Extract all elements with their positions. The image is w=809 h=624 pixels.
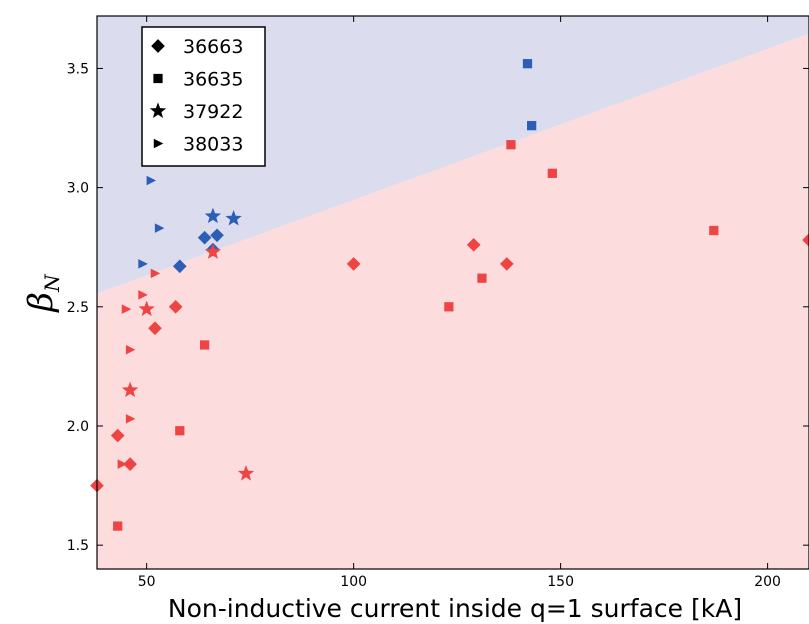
data-point-38033 [146,175,157,186]
x-tick-label: 50 [138,574,156,590]
data-point-36635 [522,59,533,69]
y-axis-label-subscript: N [40,273,64,293]
legend-box [141,26,266,167]
data-point-36663 [148,321,162,336]
legend-marker-36663 [151,39,165,53]
data-point-38033 [125,344,136,355]
legend: 36663 36635 37922 38033 [141,26,266,167]
data-point-36635 [444,302,454,312]
x-tick-label: 150 [547,574,574,590]
data-point-38033 [138,290,148,300]
x-axis-label: Non-inductive current inside q=1 surface… [168,594,742,623]
legend-marker-36635 [153,73,163,84]
legend-label: 37922 [183,101,243,123]
data-point-37922 [237,465,255,481]
data-point-36663 [110,428,125,443]
y-tick-label: 1.5 [67,538,89,554]
data-point-36663 [197,230,212,245]
legend-marker-37922 [149,102,167,118]
data-point-38033 [117,459,128,469]
legend-label: 36635 [183,69,243,91]
data-point-36663 [346,257,361,271]
data-points [90,59,809,531]
x-tick-label: 200 [754,574,781,590]
data-point-37922 [204,243,222,259]
data-point-36635 [477,273,487,283]
data-point-37922 [204,207,222,224]
data-point-36635 [200,340,210,350]
data-point-36635 [506,140,516,150]
data-point-36635 [709,225,719,236]
data-point-36663 [802,233,809,247]
data-point-36635 [527,121,537,131]
data-point-36663 [168,299,183,314]
data-point-38033 [150,268,161,279]
region-below-line [97,33,809,569]
plot-regions [97,16,809,569]
legend-label: 36663 [183,36,243,58]
stable-region-above-line [97,16,809,294]
data-point-36663 [466,238,481,252]
axes: 50 100 150 200 1.5 2.0 2.5 3.0 3.5 [67,16,809,590]
data-point-38033 [121,304,132,314]
data-point-36635 [547,168,557,178]
plot-frame [96,15,809,570]
data-point-37922 [225,210,242,226]
y-tick-label: 3.5 [67,61,89,77]
legend-label: 38033 [183,134,243,156]
y-axis-label-symbol: β [21,292,61,314]
y-axis-label: βN [21,273,64,314]
data-point-38033 [125,414,136,424]
y-tick-label: 2.5 [67,300,89,316]
x-tick-label: 100 [340,574,367,590]
data-point-38033 [154,223,165,233]
data-point-37922 [138,300,155,317]
data-point-36663 [210,228,224,243]
data-point-36635 [175,426,185,436]
data-point-36635 [113,521,123,531]
data-point-37922 [121,381,139,398]
y-tick-label: 2.0 [67,419,89,435]
data-point-36663 [172,259,187,274]
data-point-36663 [499,257,514,271]
legend-marker-38033 [153,138,164,149]
y-tick-label: 3.0 [67,181,89,197]
data-point-38033 [138,259,148,269]
data-point-36663 [123,457,137,471]
